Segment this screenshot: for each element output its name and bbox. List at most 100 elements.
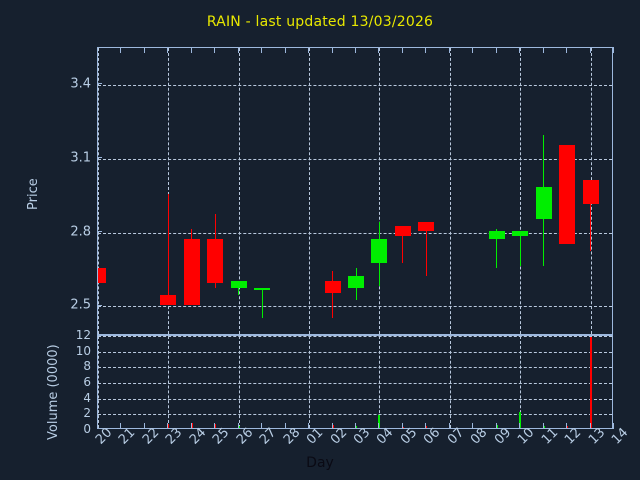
- x-axis-label: Day: [306, 455, 334, 471]
- day-tick-mark: [448, 423, 450, 429]
- day-tick-mark: [331, 423, 333, 429]
- day-tick-mark: [401, 423, 403, 429]
- candle-wick: [402, 226, 404, 264]
- candle-body: [535, 187, 552, 220]
- day-tick-mark-top: [589, 47, 591, 53]
- day-tick-mark: [589, 423, 591, 429]
- day-tick-mark-top: [120, 47, 122, 53]
- volume-bar: [167, 423, 170, 428]
- price-tick-label: 2.8: [70, 224, 91, 240]
- day-tick-mark-top: [495, 47, 497, 53]
- volume-bar: [519, 411, 522, 428]
- day-tick-mark: [566, 423, 568, 429]
- candle-wick: [261, 288, 263, 318]
- volume-bar: [331, 425, 334, 428]
- day-tick-mark-top: [261, 47, 263, 53]
- volume-tick-label: 6: [83, 375, 91, 389]
- day-tick-mark: [190, 423, 192, 429]
- day-tick-mark: [542, 423, 544, 429]
- day-tick-mark: [613, 423, 614, 429]
- candle-body: [559, 145, 576, 244]
- candle-body: [98, 268, 106, 284]
- candle-body: [183, 238, 200, 306]
- candle-wick: [519, 231, 521, 266]
- day-tick-mark-top: [401, 47, 403, 53]
- volume-axis-ticks: 0 2 4 6 8 10 12: [53, 328, 91, 436]
- candle-body: [324, 280, 341, 293]
- day-tick-mark: [284, 423, 286, 429]
- candle-wick: [425, 221, 427, 276]
- volume-tick-label: 10: [75, 343, 91, 358]
- candle-body: [160, 295, 177, 306]
- day-tick-mark: [378, 423, 380, 429]
- price-axis-tick-mark: [97, 231, 102, 233]
- day-tick-mark-top: [355, 47, 356, 53]
- volume-tick-label: 4: [83, 390, 91, 405]
- volume-bar: [425, 426, 428, 428]
- day-tick-mark-top: [519, 47, 521, 53]
- day-tick-mark: [261, 423, 263, 429]
- day-tick-mark: [167, 423, 169, 429]
- candle-body: [418, 221, 435, 232]
- candle-body: [254, 288, 271, 291]
- day-tick-mark-top: [284, 47, 286, 53]
- day-tick-mark: [237, 423, 239, 429]
- candle-wick: [238, 280, 240, 296]
- day-tick-mark: [425, 423, 427, 429]
- price-axis-tick-mark: [97, 304, 102, 307]
- day-tick-mark: [97, 423, 98, 429]
- price-tick-label: 3.1: [70, 150, 91, 166]
- candle-body: [394, 226, 411, 237]
- price-tick-label: 3.4: [70, 76, 91, 92]
- day-tick-mark-top: [167, 47, 169, 53]
- volume-bar: [237, 426, 240, 428]
- volume-bar: [589, 337, 592, 428]
- day-tick-mark: [214, 423, 216, 429]
- day-tick-mark-top: [378, 47, 380, 53]
- candle-body: [207, 238, 224, 284]
- volume-bar: [495, 425, 498, 428]
- chart-title: RAIN - last updated 13/03/2026: [206, 14, 434, 30]
- day-tick-mark-top: [237, 47, 239, 53]
- day-tick-mark-top: [308, 47, 310, 53]
- candle-body: [488, 231, 505, 239]
- candle-wick: [167, 194, 169, 306]
- day-tick-mark: [308, 423, 310, 429]
- day-tick-mark-top: [214, 47, 216, 53]
- volume-bar: [190, 423, 193, 428]
- day-tick-mark-top: [472, 47, 474, 53]
- day-tick-mark: [355, 423, 356, 429]
- price-axis-tick-mark: [97, 83, 102, 85]
- volume-bar: [355, 426, 357, 428]
- day-tick-mark-top: [566, 47, 568, 53]
- volume-tick-label: 8: [83, 359, 91, 374]
- day-tick-mark-top: [143, 47, 145, 53]
- candle-body: [371, 238, 388, 264]
- price-axis-ticks: 2.5 2.8 3.1 3.4: [33, 47, 91, 335]
- day-tick-mark-top: [613, 47, 614, 53]
- day-tick-mark-top: [331, 47, 333, 53]
- volume-bar: [566, 426, 569, 428]
- volume-bar: [214, 424, 217, 428]
- day-tick-mark-top: [97, 47, 98, 53]
- volume-bar: [542, 426, 545, 428]
- candle-body: [582, 179, 599, 205]
- price-panel: [97, 47, 613, 335]
- volume-tick-label: 0: [83, 422, 91, 436]
- volume-tick-label: 2: [83, 406, 91, 421]
- candle-wick: [590, 179, 592, 252]
- day-tick-mark: [120, 423, 122, 429]
- candle-wick: [496, 228, 498, 269]
- candle-wick: [332, 270, 334, 318]
- day-tick-mark: [472, 423, 474, 429]
- price-axis-tick-mark: [97, 157, 102, 159]
- day-tick-mark: [143, 423, 145, 429]
- day-tick-mark-top: [542, 47, 544, 53]
- day-tick-mark-top: [448, 47, 450, 53]
- day-tick-mark-top: [425, 47, 427, 53]
- day-tick-mark: [519, 423, 521, 429]
- day-tick-mark: [495, 423, 497, 429]
- volume-bar: [401, 426, 404, 428]
